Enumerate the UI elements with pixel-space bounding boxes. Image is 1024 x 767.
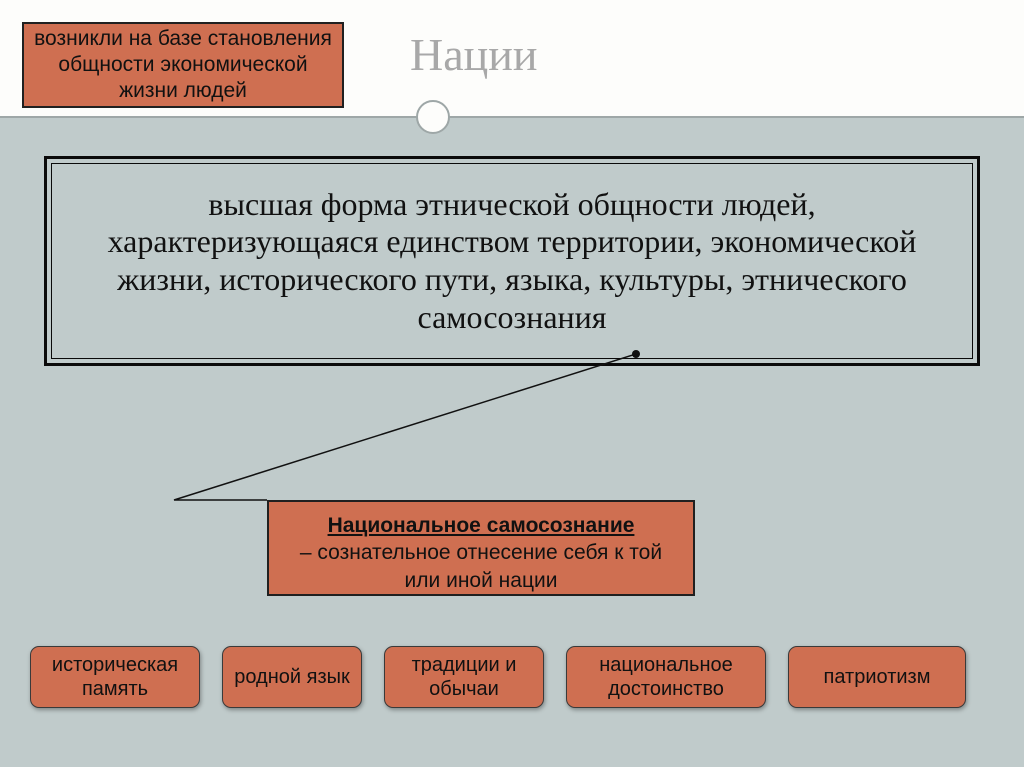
component-chip: традиции и обычаи (384, 646, 544, 708)
component-chip: родной язык (222, 646, 362, 708)
origin-note-box: возникли на базе становления общности эк… (22, 22, 344, 108)
definition-box: высшая форма этнической общности людей, … (44, 156, 980, 366)
definition-text: высшая форма этнической общности людей, … (51, 163, 973, 359)
slide-title: Нации (410, 28, 538, 81)
origin-note-text: возникли на базе становления общности эк… (34, 26, 332, 105)
components-row: историческая память родной язык традиции и… (30, 646, 966, 708)
self-awareness-body: – сознательное отнесение себя к той или … (283, 539, 679, 594)
decor-circle-icon (416, 100, 450, 134)
connector-line-icon (164, 344, 836, 510)
self-awareness-box: Национальное самосознание – сознательное… (267, 500, 695, 596)
self-awareness-title: Национальное самосознание (328, 512, 635, 539)
component-chip: патриотизм (788, 646, 966, 708)
component-chip: историческая память (30, 646, 200, 708)
component-chip: национальное достоинство (566, 646, 766, 708)
slide: Нации возникли на базе становления общно… (0, 0, 1024, 767)
